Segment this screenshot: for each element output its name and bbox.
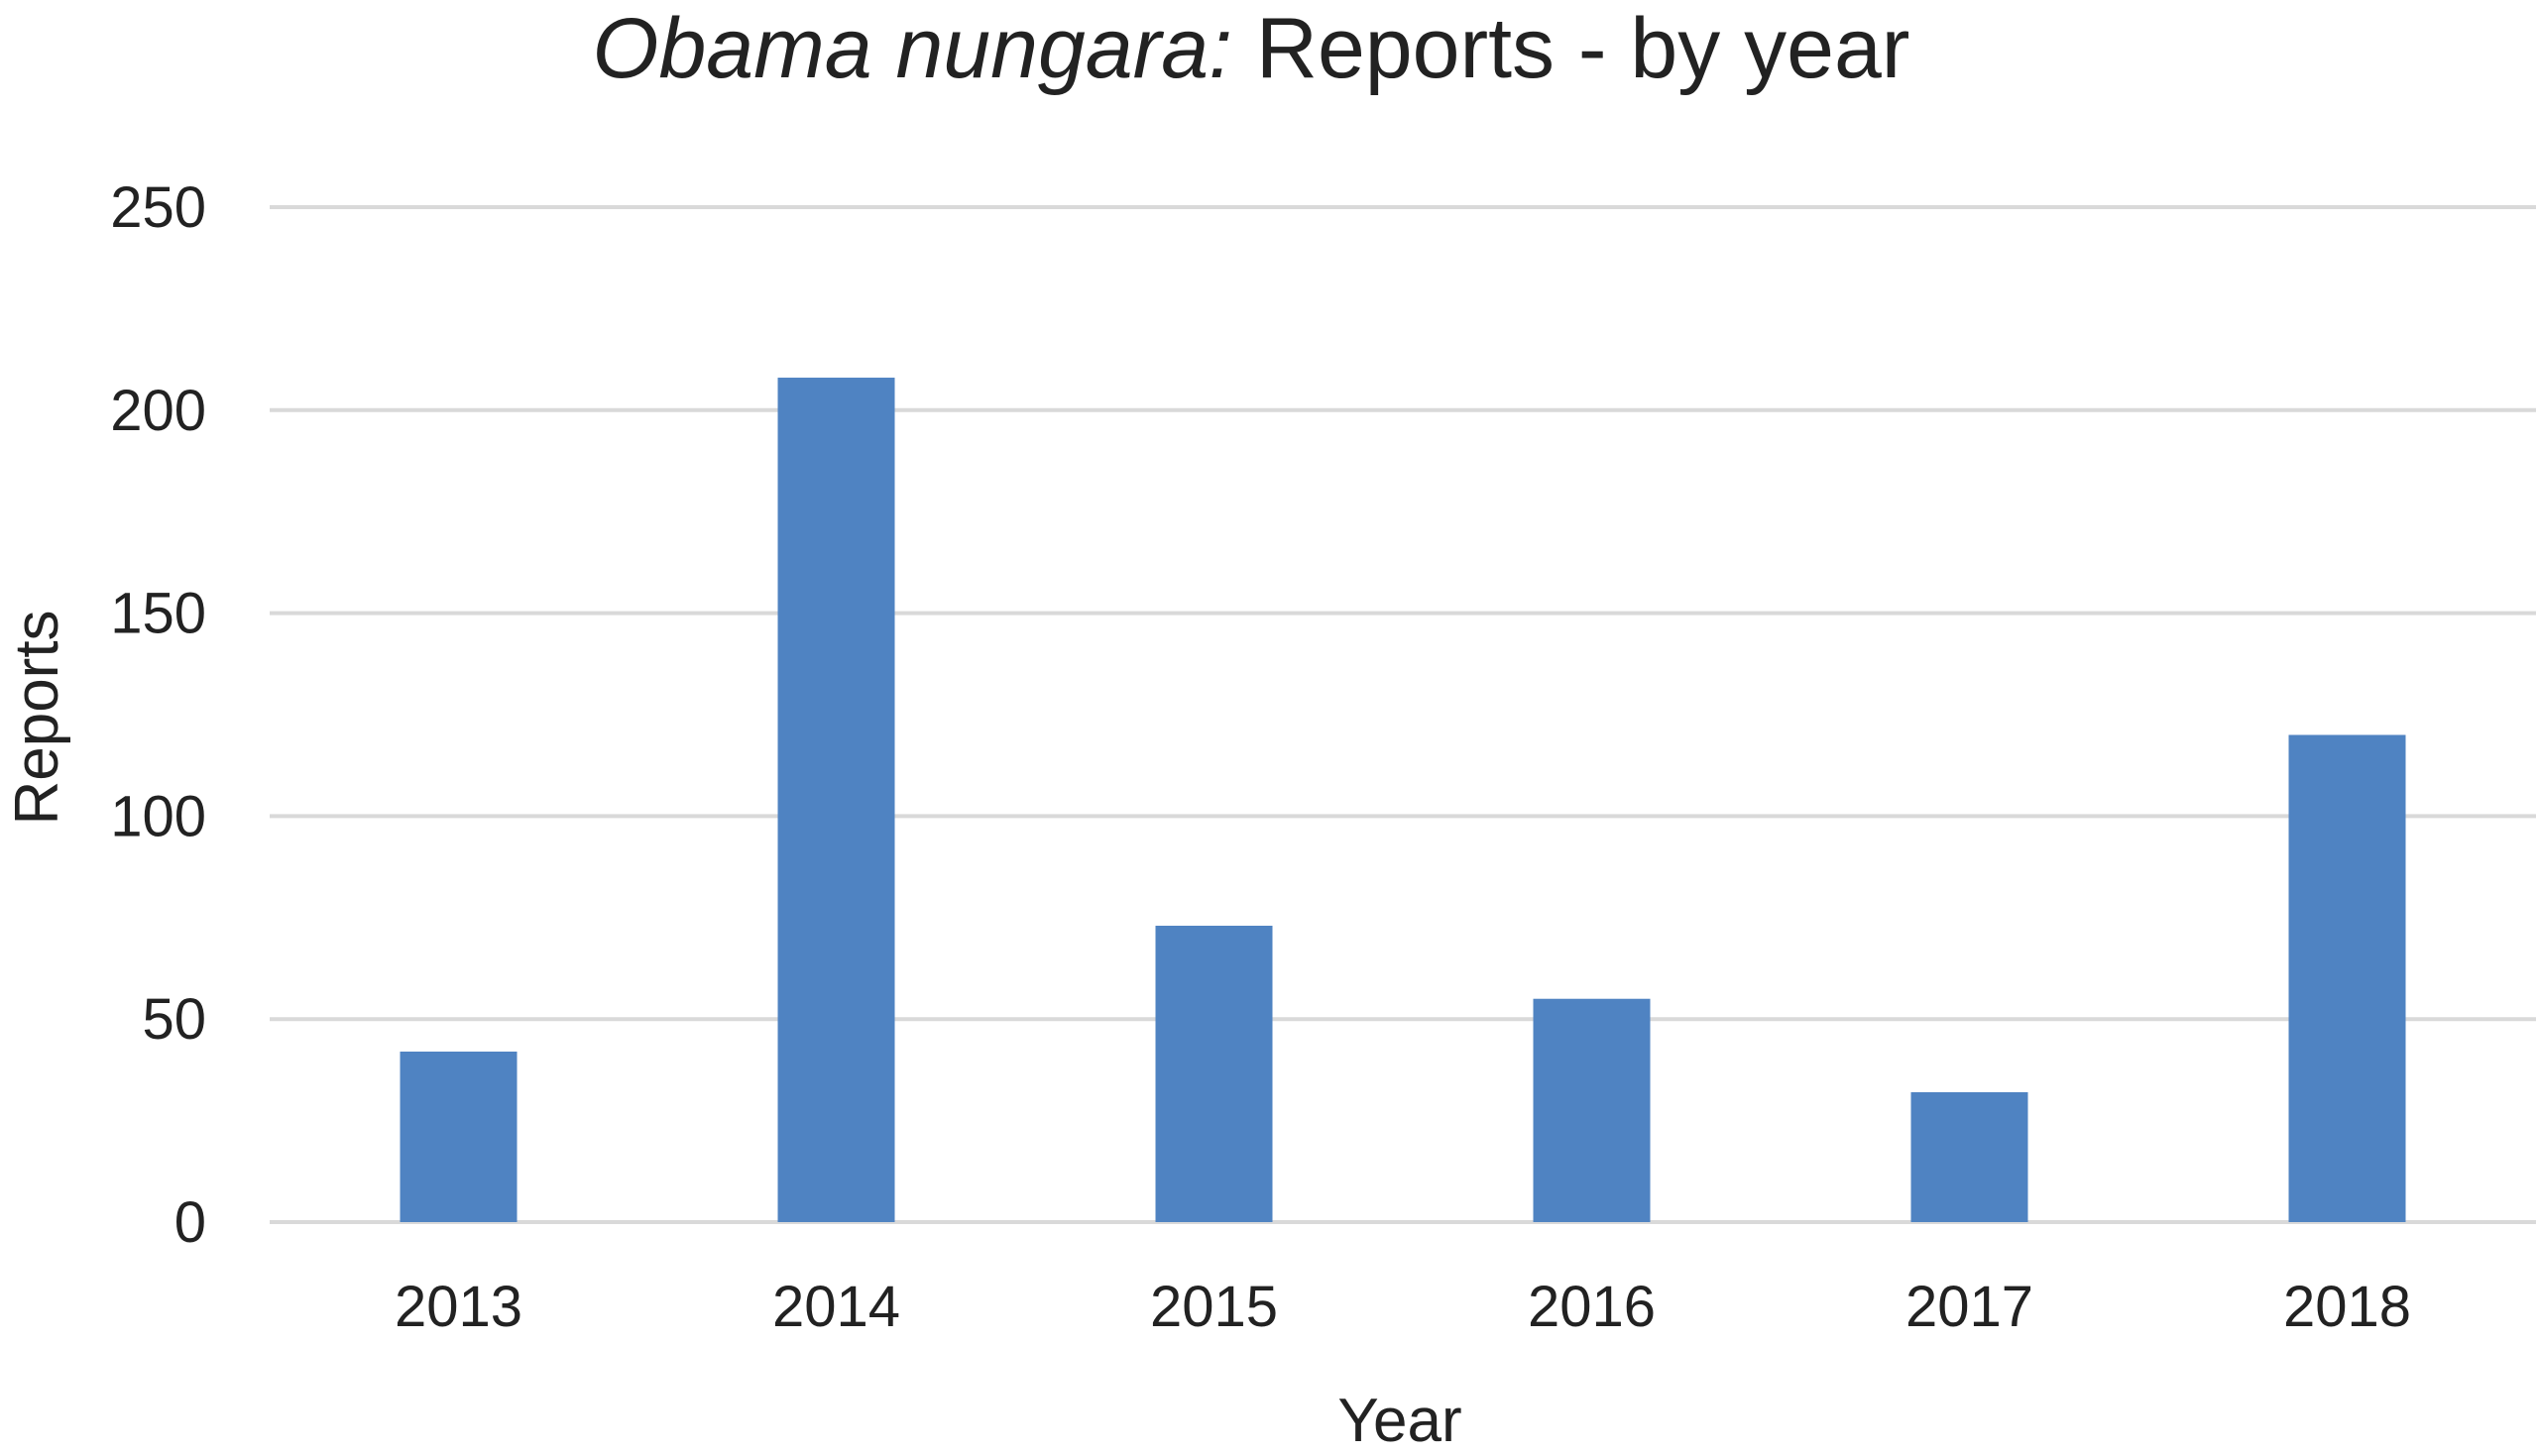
x-tick-label: 2014 — [772, 1275, 900, 1339]
y-axis-title: Reports — [3, 610, 71, 825]
x-axis-title: Year — [1337, 1387, 1461, 1455]
y-tick-label: 150 — [110, 582, 206, 646]
x-tick-label: 2017 — [1905, 1275, 2033, 1339]
bar-2017 — [1910, 1091, 2028, 1222]
y-tick-label: 100 — [110, 784, 206, 848]
bar-2015 — [1155, 925, 1273, 1222]
x-tick-label: 2013 — [395, 1275, 522, 1339]
chart-title-rest: Reports - by year — [1232, 1, 1909, 96]
bar-2014 — [777, 378, 895, 1223]
x-tick-label: 2018 — [2283, 1275, 2411, 1339]
chart-title: Obama nungara: Reports - by year — [593, 1, 1910, 96]
y-tick-label: 200 — [110, 379, 206, 443]
y-axis-ticks: 0 50 100 150 200 250 — [110, 175, 206, 1255]
chart-title-italic: Obama nungara: — [593, 1, 1232, 96]
y-tick-label: 0 — [174, 1190, 206, 1255]
y-tick-label: 50 — [142, 987, 206, 1052]
bar-2018 — [2288, 734, 2406, 1222]
y-tick-label: 250 — [110, 175, 206, 240]
bar-2013 — [400, 1051, 518, 1222]
x-tick-label: 2015 — [1150, 1275, 1278, 1339]
x-tick-label: 2016 — [1528, 1275, 1656, 1339]
bar-2016 — [1533, 998, 1651, 1222]
bars — [400, 378, 2406, 1223]
x-axis-ticks: 2013 2014 2015 2016 2017 2018 — [395, 1275, 2411, 1339]
gridlines — [270, 205, 2536, 1224]
